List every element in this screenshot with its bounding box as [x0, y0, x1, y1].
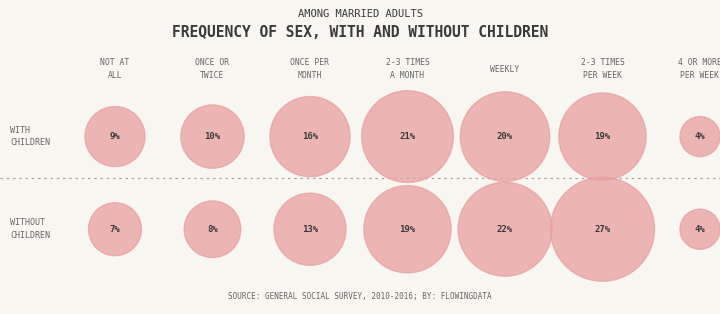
Circle shape [274, 193, 346, 265]
Circle shape [680, 116, 720, 157]
Text: WEEKLY: WEEKLY [490, 65, 520, 73]
Text: 9%: 9% [109, 132, 120, 141]
Text: 20%: 20% [497, 132, 513, 141]
Text: NOT AT
ALL: NOT AT ALL [100, 58, 130, 80]
Circle shape [559, 93, 646, 180]
Text: 7%: 7% [109, 225, 120, 234]
Circle shape [181, 105, 244, 168]
Text: WITH
CHILDREN: WITH CHILDREN [10, 126, 50, 147]
Circle shape [680, 209, 720, 249]
Text: 19%: 19% [400, 225, 415, 234]
Text: 4%: 4% [695, 132, 706, 141]
Text: 21%: 21% [400, 132, 415, 141]
Circle shape [460, 92, 550, 181]
Text: 4 OR MORE
PER WEEK: 4 OR MORE PER WEEK [678, 58, 720, 80]
Text: 2-3 TIMES
A MONTH: 2-3 TIMES A MONTH [386, 58, 429, 80]
Circle shape [85, 106, 145, 167]
Text: 10%: 10% [204, 132, 220, 141]
Text: 16%: 16% [302, 132, 318, 141]
Circle shape [364, 186, 451, 273]
Text: 4%: 4% [695, 225, 706, 234]
Text: 2-3 TIMES
PER WEEK: 2-3 TIMES PER WEEK [580, 58, 624, 80]
Text: ONCE PER
MONTH: ONCE PER MONTH [290, 58, 330, 80]
Circle shape [458, 182, 552, 276]
Text: 22%: 22% [497, 225, 513, 234]
Text: 8%: 8% [207, 225, 218, 234]
Circle shape [89, 203, 141, 256]
Text: 19%: 19% [595, 132, 611, 141]
Text: AMONG MARRIED ADULTS: AMONG MARRIED ADULTS [297, 9, 423, 19]
Text: 27%: 27% [595, 225, 611, 234]
Text: WITHOUT
CHILDREN: WITHOUT CHILDREN [10, 219, 50, 240]
Circle shape [551, 177, 654, 281]
Text: 13%: 13% [302, 225, 318, 234]
Circle shape [270, 97, 350, 176]
Circle shape [361, 91, 454, 182]
Text: ONCE OR
TWICE: ONCE OR TWICE [195, 58, 230, 80]
Text: SOURCE: GENERAL SOCIAL SURVEY, 2010-2016; BY: FLOWINGDATA: SOURCE: GENERAL SOCIAL SURVEY, 2010-2016… [228, 292, 492, 301]
Circle shape [184, 201, 240, 257]
Text: FREQUENCY OF SEX, WITH AND WITHOUT CHILDREN: FREQUENCY OF SEX, WITH AND WITHOUT CHILD… [172, 25, 548, 41]
